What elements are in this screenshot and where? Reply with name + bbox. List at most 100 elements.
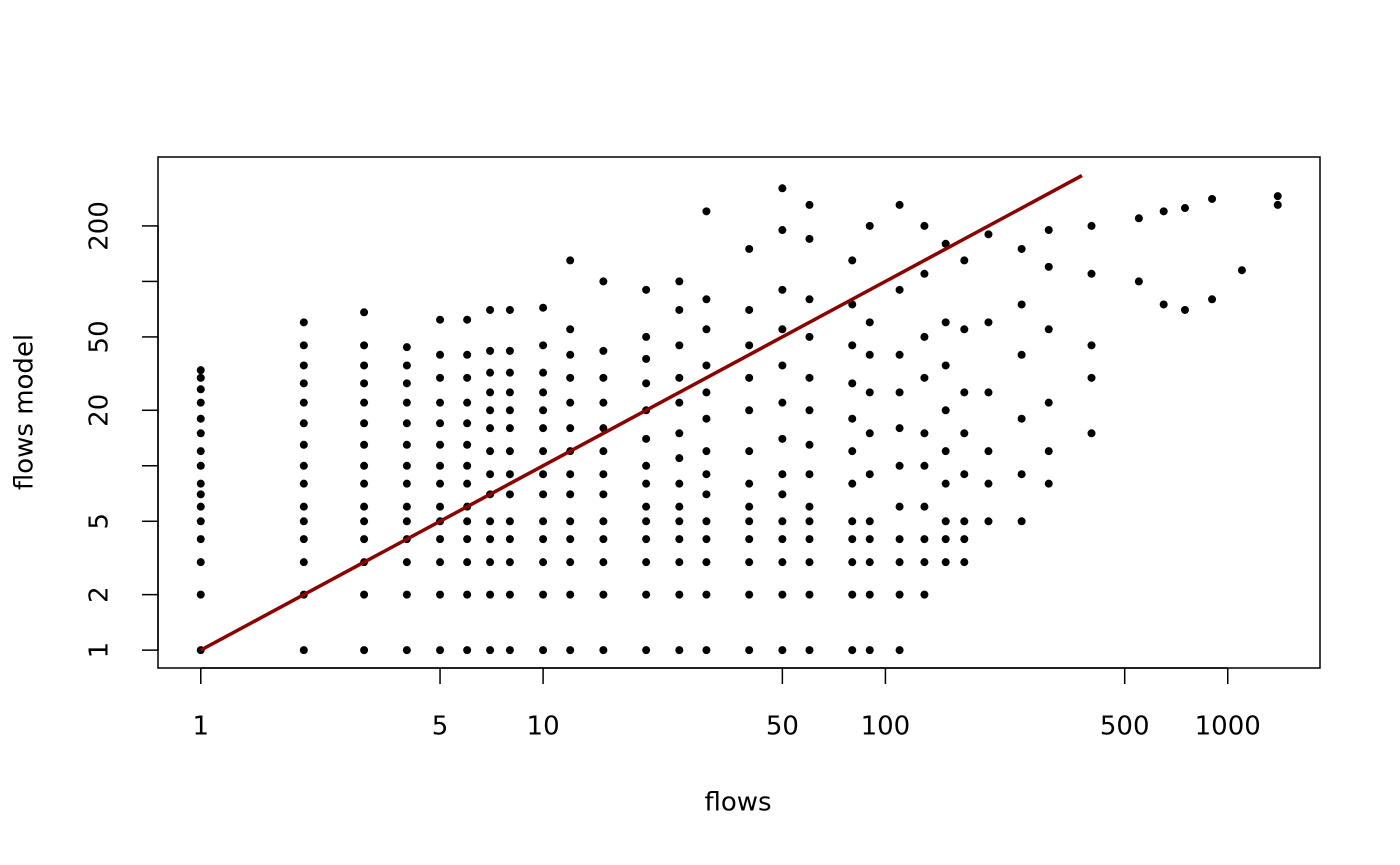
point bbox=[360, 479, 369, 488]
point bbox=[745, 406, 754, 415]
point bbox=[1237, 266, 1246, 275]
point bbox=[599, 346, 608, 355]
point bbox=[436, 419, 445, 428]
point bbox=[1273, 200, 1282, 209]
point bbox=[675, 558, 684, 567]
point bbox=[436, 502, 445, 511]
point bbox=[505, 490, 514, 499]
point bbox=[920, 221, 929, 230]
point bbox=[196, 373, 205, 382]
point bbox=[984, 388, 993, 397]
point bbox=[920, 429, 929, 438]
point bbox=[566, 424, 575, 433]
point bbox=[566, 646, 575, 655]
point bbox=[675, 535, 684, 544]
point bbox=[299, 341, 308, 350]
point bbox=[805, 590, 814, 599]
point bbox=[436, 315, 445, 324]
point bbox=[1087, 341, 1096, 350]
point bbox=[463, 398, 472, 407]
point bbox=[865, 590, 874, 599]
point bbox=[299, 440, 308, 449]
point bbox=[196, 590, 205, 599]
point bbox=[436, 398, 445, 407]
point bbox=[675, 429, 684, 438]
point bbox=[778, 361, 787, 370]
point bbox=[1017, 470, 1026, 479]
point bbox=[463, 440, 472, 449]
point bbox=[895, 461, 904, 470]
point bbox=[463, 517, 472, 526]
point bbox=[196, 429, 205, 438]
point bbox=[805, 406, 814, 415]
point bbox=[299, 379, 308, 388]
point bbox=[960, 429, 969, 438]
point bbox=[360, 535, 369, 544]
point bbox=[745, 479, 754, 488]
point bbox=[642, 434, 651, 443]
point bbox=[463, 479, 472, 488]
point bbox=[505, 590, 514, 599]
point bbox=[702, 558, 711, 567]
point bbox=[566, 350, 575, 359]
point bbox=[642, 379, 651, 388]
y-tick-label: 1 bbox=[85, 642, 115, 659]
point bbox=[505, 646, 514, 655]
point bbox=[778, 558, 787, 567]
point bbox=[360, 419, 369, 428]
point bbox=[960, 517, 969, 526]
point bbox=[486, 346, 495, 355]
point bbox=[778, 226, 787, 235]
point bbox=[299, 479, 308, 488]
point bbox=[895, 502, 904, 511]
point bbox=[848, 558, 857, 567]
point bbox=[486, 388, 495, 397]
point bbox=[1044, 262, 1053, 271]
point bbox=[941, 558, 950, 567]
point bbox=[360, 646, 369, 655]
point bbox=[920, 502, 929, 511]
point bbox=[805, 295, 814, 304]
point bbox=[1273, 192, 1282, 201]
y-tick-label: 2 bbox=[85, 586, 115, 603]
point bbox=[539, 590, 548, 599]
point bbox=[745, 646, 754, 655]
point bbox=[778, 434, 787, 443]
point bbox=[941, 239, 950, 248]
point bbox=[566, 373, 575, 382]
point bbox=[1087, 373, 1096, 382]
point bbox=[675, 277, 684, 286]
point bbox=[566, 470, 575, 479]
point bbox=[360, 379, 369, 388]
point bbox=[436, 373, 445, 382]
y-tick-label: 200 bbox=[85, 201, 115, 251]
point bbox=[848, 341, 857, 350]
point bbox=[539, 406, 548, 415]
point bbox=[299, 558, 308, 567]
point bbox=[805, 646, 814, 655]
point bbox=[920, 558, 929, 567]
reference-line bbox=[199, 174, 1083, 652]
point bbox=[745, 341, 754, 350]
point bbox=[805, 200, 814, 209]
point bbox=[486, 447, 495, 456]
point bbox=[299, 646, 308, 655]
point bbox=[599, 646, 608, 655]
point bbox=[505, 406, 514, 415]
point bbox=[486, 406, 495, 415]
point bbox=[505, 517, 514, 526]
point bbox=[505, 535, 514, 544]
point bbox=[566, 256, 575, 265]
point bbox=[805, 470, 814, 479]
point bbox=[299, 419, 308, 428]
point bbox=[360, 398, 369, 407]
point bbox=[436, 590, 445, 599]
point bbox=[436, 479, 445, 488]
point bbox=[436, 350, 445, 359]
point bbox=[848, 590, 857, 599]
point bbox=[960, 470, 969, 479]
point bbox=[196, 479, 205, 488]
point bbox=[920, 461, 929, 470]
point bbox=[702, 447, 711, 456]
point bbox=[805, 332, 814, 341]
